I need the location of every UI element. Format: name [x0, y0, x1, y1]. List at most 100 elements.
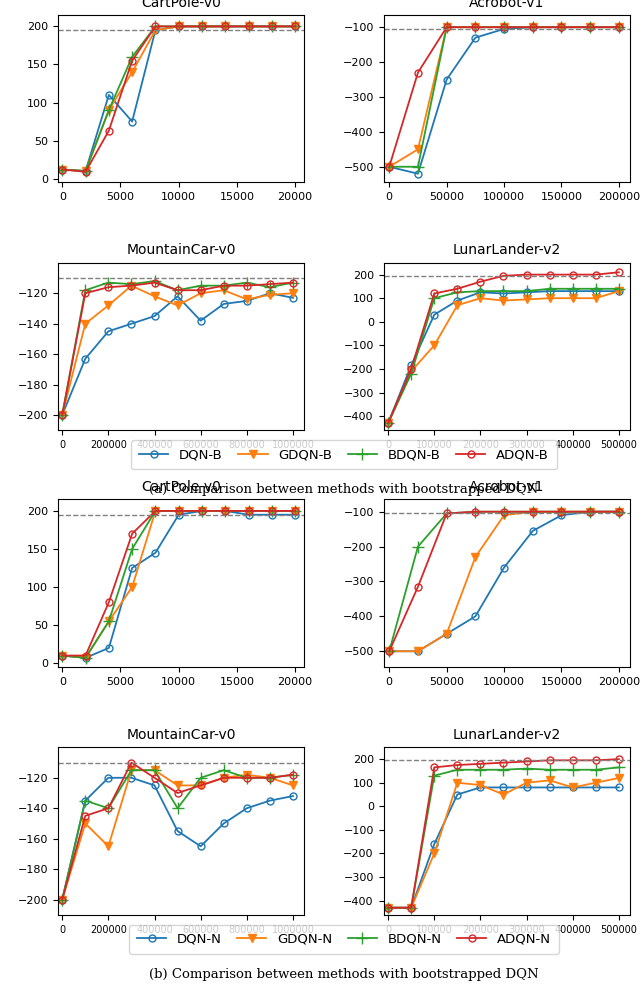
GDQN-N: [152, 504, 159, 516]
GDQN-N: [443, 627, 451, 639]
DQN-N: [243, 802, 251, 814]
Title: Acrobot-v1: Acrobot-v1: [469, 0, 545, 10]
BDQN-B: [557, 21, 565, 33]
GDQN-N: [198, 504, 206, 516]
DQN-N: [58, 893, 66, 905]
BDQN-B: [289, 277, 297, 289]
GDQN-N: [500, 788, 508, 800]
DQN-N: [175, 508, 182, 520]
Title: CartPole-v0: CartPole-v0: [141, 0, 221, 10]
BDQN-N: [198, 504, 206, 516]
ADQN-B: [454, 283, 461, 295]
GDQN-B: [58, 409, 66, 421]
GDQN-N: [128, 581, 136, 593]
ADQN-N: [500, 756, 508, 768]
ADQN-B: [150, 277, 158, 289]
DQN-N: [557, 509, 565, 521]
BDQN-N: [529, 505, 536, 517]
Line: DQN-N: DQN-N: [386, 508, 622, 654]
DQN-N: [615, 781, 623, 793]
BDQN-B: [105, 104, 113, 116]
BDQN-N: [82, 651, 90, 663]
BDQN-N: [221, 504, 229, 516]
DQN-N: [221, 504, 229, 516]
ADQN-N: [443, 507, 451, 519]
BDQN-N: [546, 764, 554, 776]
Line: BDQN-B: BDQN-B: [383, 283, 625, 429]
ADQN-N: [384, 902, 392, 914]
GDQN-N: [104, 840, 112, 852]
DQN-N: [586, 505, 594, 517]
GDQN-B: [529, 21, 536, 33]
BDQN-B: [384, 418, 392, 430]
DQN-N: [104, 772, 112, 784]
GDQN-N: [244, 504, 252, 516]
ADQN-N: [105, 596, 113, 608]
GDQN-N: [414, 645, 422, 657]
DQN-B: [500, 288, 508, 300]
ADQN-B: [173, 285, 181, 297]
BDQN-N: [385, 645, 393, 657]
DQN-B: [407, 360, 415, 372]
DQN-N: [407, 902, 415, 914]
DQN-B: [104, 326, 112, 338]
BDQN-N: [500, 764, 508, 776]
BDQN-B: [615, 21, 623, 33]
DQN-N: [173, 825, 181, 837]
ADQN-B: [546, 269, 554, 281]
DQN-N: [529, 524, 536, 536]
GDQN-N: [569, 781, 577, 793]
GDQN-N: [58, 893, 66, 905]
BDQN-B: [385, 161, 393, 173]
ADQN-B: [384, 418, 392, 430]
Line: GDQN-B: GDQN-B: [58, 22, 300, 175]
DQN-N: [500, 781, 508, 793]
DQN-B: [268, 20, 276, 32]
DQN-B: [127, 318, 135, 330]
DQN-B: [443, 74, 451, 86]
Line: ADQN-N: ADQN-N: [59, 507, 299, 659]
BDQN-N: [592, 764, 600, 776]
ADQN-N: [221, 504, 229, 516]
ADQN-B: [291, 20, 299, 32]
GDQN-B: [220, 285, 228, 297]
BDQN-N: [615, 505, 623, 517]
GDQN-N: [81, 817, 89, 829]
Line: BDQN-B: BDQN-B: [384, 22, 625, 172]
ADQN-B: [268, 20, 276, 32]
BDQN-N: [197, 772, 205, 784]
GDQN-N: [586, 505, 594, 517]
BDQN-B: [414, 161, 422, 173]
ADQN-N: [431, 761, 438, 773]
BDQN-N: [557, 505, 565, 517]
DQN-N: [105, 642, 113, 654]
ADQN-B: [175, 20, 182, 32]
DQN-N: [385, 645, 393, 657]
BDQN-B: [454, 287, 461, 299]
ADQN-B: [523, 269, 531, 281]
GDQN-B: [266, 289, 274, 301]
Legend: DQN-B, GDQN-B, BDQN-B, ADQN-B: DQN-B, GDQN-B, BDQN-B, ADQN-B: [131, 441, 557, 470]
ADQN-B: [615, 21, 623, 33]
ADQN-B: [615, 267, 623, 279]
GDQN-B: [615, 21, 623, 33]
ADQN-B: [385, 161, 393, 173]
GDQN-N: [173, 779, 181, 791]
DQN-B: [454, 295, 461, 307]
DQN-B: [615, 285, 623, 297]
BDQN-N: [220, 764, 228, 776]
GDQN-N: [615, 772, 623, 784]
DQN-B: [414, 168, 422, 180]
BDQN-N: [615, 761, 623, 773]
BDQN-B: [244, 20, 252, 32]
GDQN-B: [472, 21, 479, 33]
BDQN-N: [128, 543, 136, 555]
ADQN-B: [58, 164, 66, 176]
ADQN-N: [407, 902, 415, 914]
BDQN-N: [477, 764, 484, 776]
ADQN-N: [615, 505, 623, 517]
ADQN-B: [500, 270, 508, 282]
DQN-B: [289, 292, 297, 304]
BDQN-N: [289, 769, 297, 781]
DQN-B: [266, 288, 274, 300]
